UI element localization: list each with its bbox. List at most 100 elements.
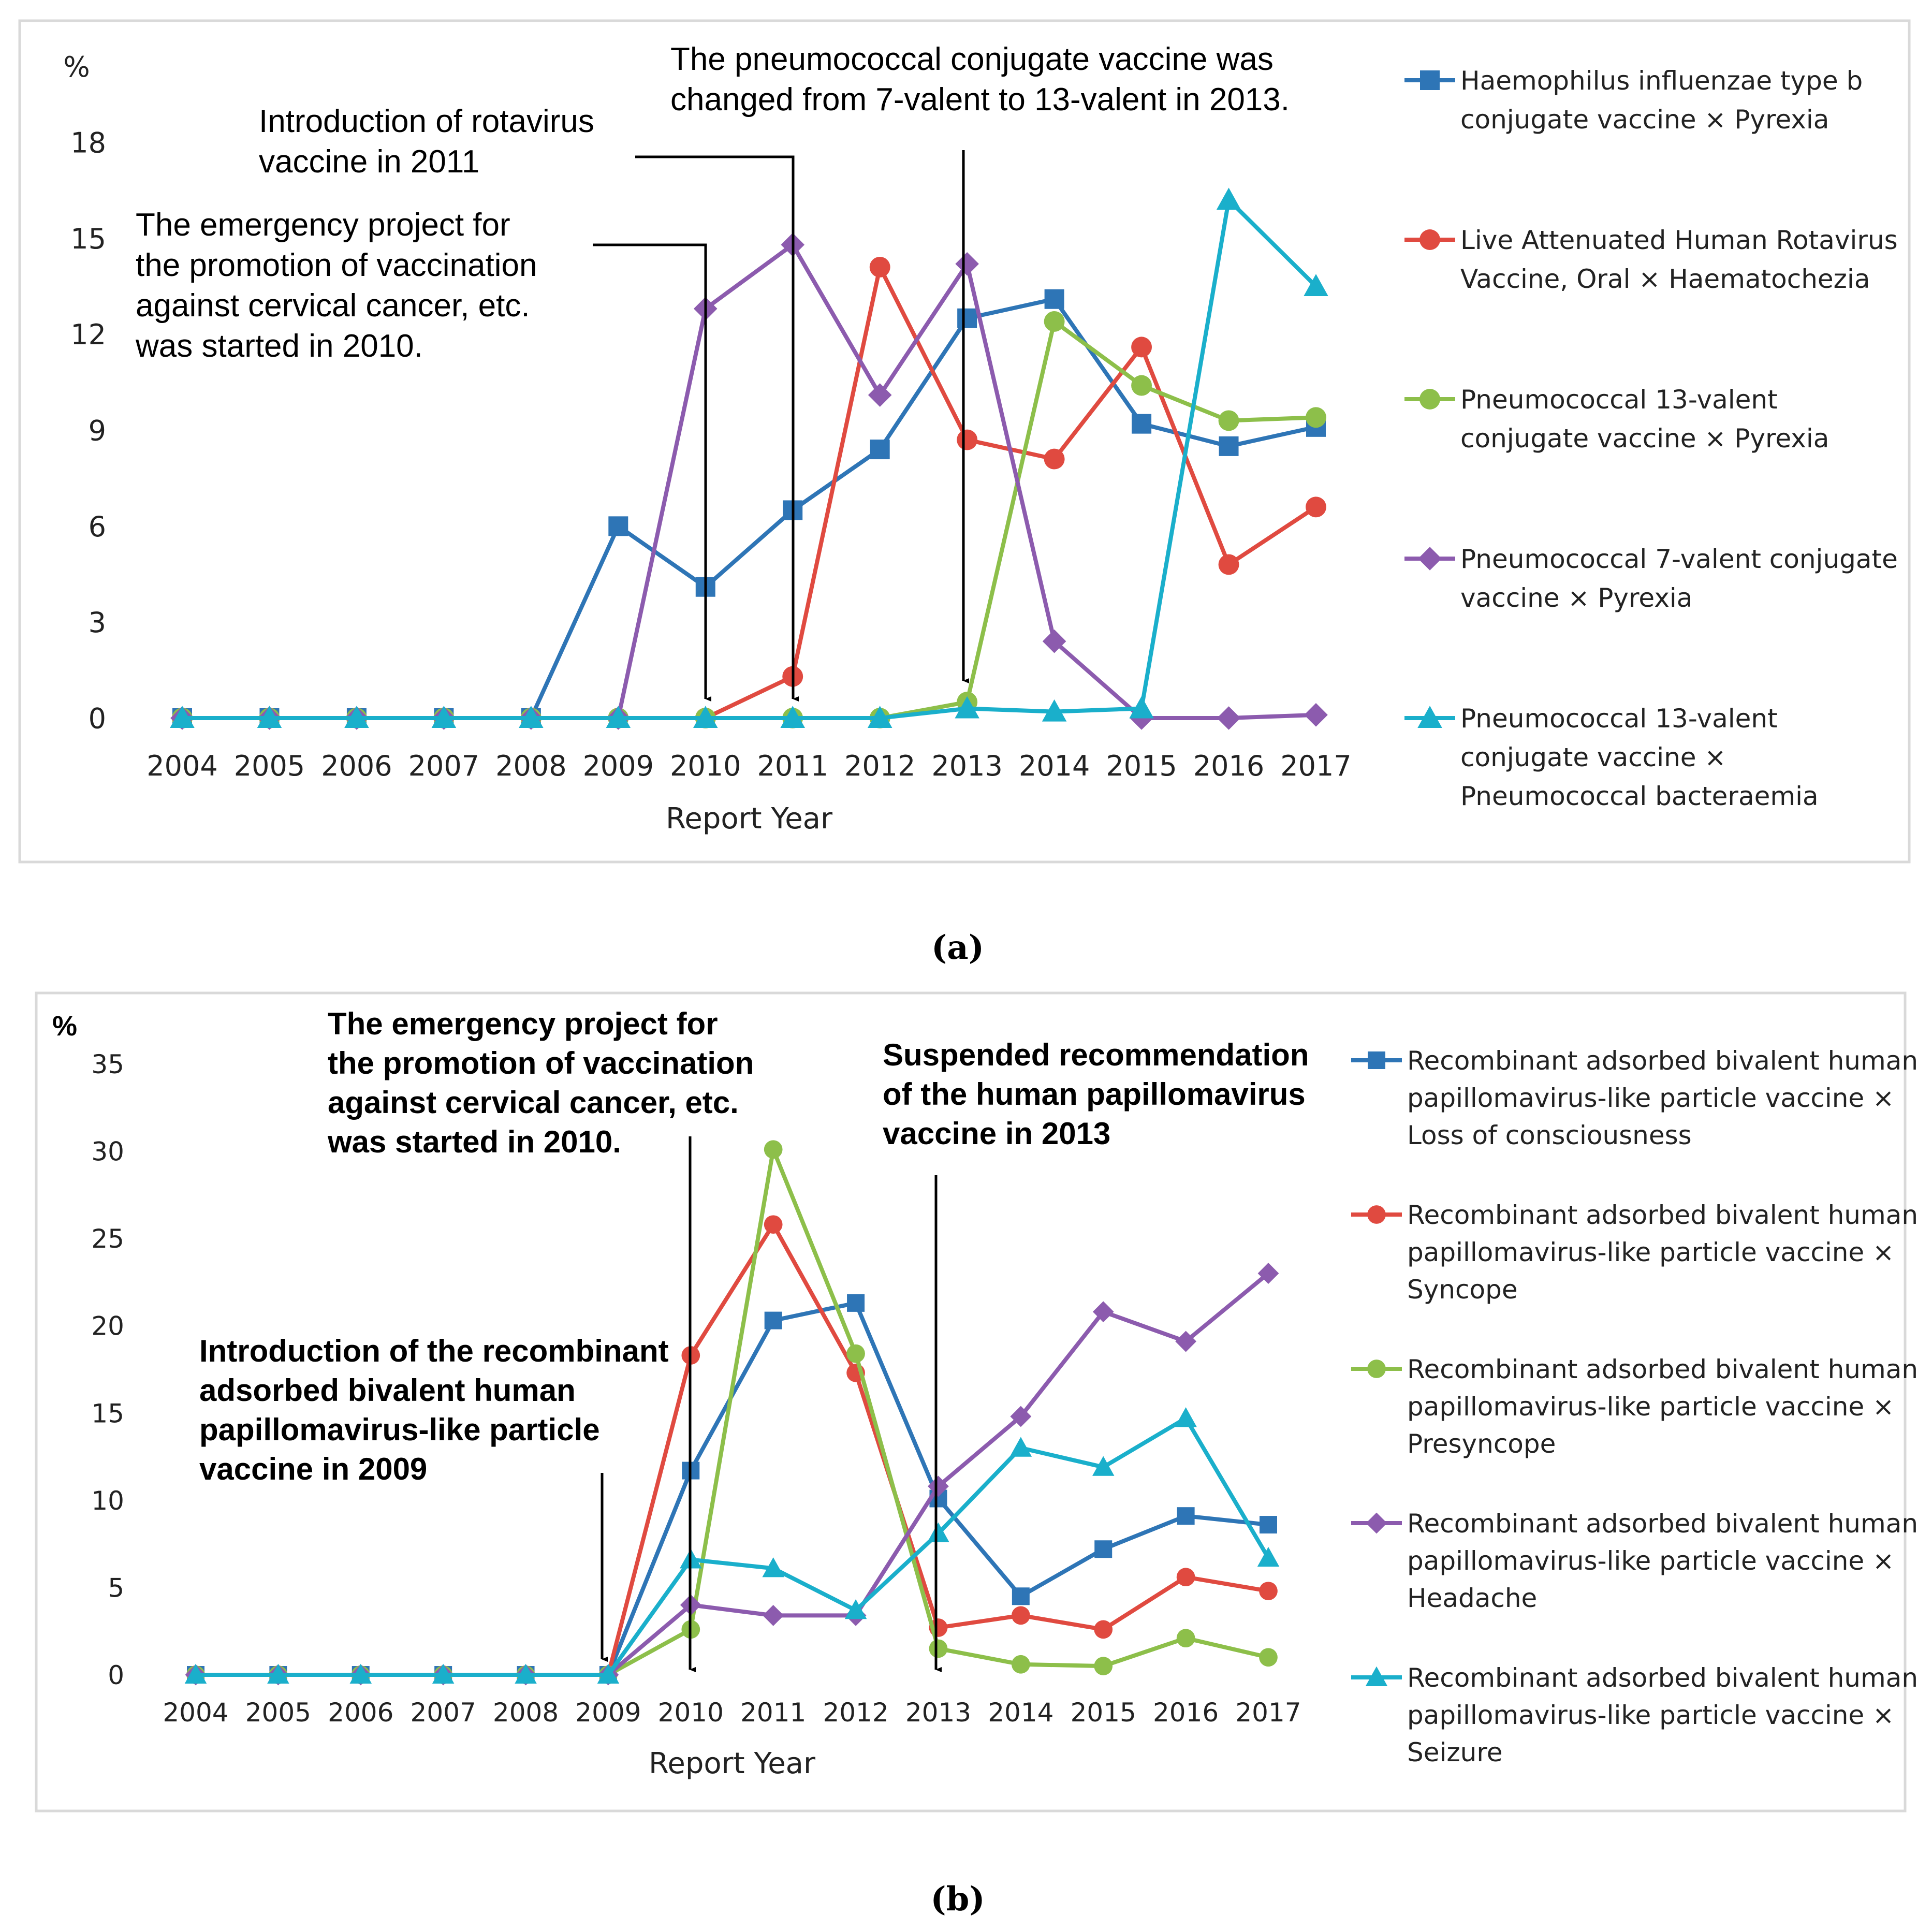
panel-b-chart: % 0 5 10 15 20 25 30 35 2004 2005 2006 2007 2008 2009 2… [52, 1006, 1918, 1780]
legend-label: Headache [1407, 1583, 1537, 1613]
series-2-point [1259, 1582, 1278, 1601]
caption-a: (a) [931, 928, 984, 967]
series-5-line [182, 198, 1318, 720]
legend-label: conjugate vaccine × [1460, 742, 1726, 772]
legend-label: papillomavirus-like particle vaccine × [1407, 1700, 1894, 1730]
annotation-text: vaccine in 2009 [199, 1452, 427, 1486]
annotation-3: Suspended recommendation of the human pap… [883, 1037, 1309, 1672]
y-tick-label: 0 [89, 702, 106, 735]
series-3-point [929, 1639, 948, 1658]
annotation-text: the promotion of vaccination [328, 1046, 754, 1080]
y-tick-label: 6 [89, 510, 106, 543]
legend-label: Vaccine, Oral × Haematochezia [1460, 264, 1870, 294]
x-tick-label: 2011 [757, 750, 828, 782]
series-3-point [1259, 1648, 1278, 1667]
series-2-point [1218, 554, 1239, 575]
x-tick-label: 2016 [1153, 1698, 1219, 1728]
series-5-point [1304, 274, 1328, 296]
y-tick-label: 25 [91, 1224, 124, 1254]
legend-entry-1: Haemophilus influenzae type b conjugate v… [1404, 66, 1863, 135]
legend-label: Presyncope [1407, 1429, 1556, 1459]
annotation-1: Introduction of the recombinant adsorbed … [199, 1334, 669, 1662]
legend-swatch-marker [1419, 229, 1440, 250]
annotation-text: adsorbed bivalent human [199, 1373, 576, 1408]
series-4-point [928, 1475, 949, 1497]
series-5-point [927, 1522, 949, 1542]
annotation-text: papillomavirus-like particle [199, 1412, 600, 1447]
series-2-point [1131, 337, 1152, 358]
legend-label: Loss of consciousness [1407, 1120, 1692, 1150]
legend-label: papillomavirus-like particle vaccine × [1407, 1546, 1894, 1576]
x-tick-label: 2015 [1106, 750, 1177, 782]
annotation-2: Introduction of rotavirus vaccine in 2011 [259, 104, 799, 702]
series-1-point [608, 516, 628, 536]
y-tick-label: 18 [70, 126, 106, 159]
series-5-point [184, 1663, 207, 1684]
series-4-point [1175, 1331, 1197, 1352]
legend-entry-4: Recombinant adsorbed bivalent human papil… [1351, 1509, 1918, 1613]
series-5-point [693, 706, 718, 728]
legend-swatch-marker [1367, 1360, 1386, 1378]
y-tick-label: 3 [89, 606, 106, 639]
series-4-point [1304, 703, 1328, 727]
series-3-point [846, 1344, 865, 1363]
legend-swatch-marker [1367, 1205, 1386, 1224]
series-2-point [1011, 1606, 1030, 1625]
series-2-point [869, 256, 890, 277]
legend-entry-3: Recombinant adsorbed bivalent human papil… [1351, 1354, 1918, 1459]
x-tick-label: 2014 [988, 1698, 1053, 1728]
x-tick-label: 2014 [1019, 750, 1090, 782]
series-5-point [1042, 699, 1067, 722]
series-4-point [1092, 1301, 1114, 1323]
x-tick-label: 2004 [147, 750, 217, 782]
legend-swatch-marker [1419, 389, 1440, 410]
y-tick-label: 5 [108, 1573, 124, 1603]
series-4-point [1217, 706, 1241, 730]
legend-entry-5: Pneumococcal 13-valent conjugate vaccine … [1404, 704, 1819, 811]
x-tick-label: 2015 [1071, 1698, 1136, 1728]
series-2-point [957, 429, 978, 450]
series-1-point [764, 1311, 782, 1329]
series-4-point [1257, 1263, 1279, 1284]
legend-label: conjugate vaccine × Pyrexia [1460, 423, 1829, 454]
x-tick-label: 2013 [931, 750, 1002, 782]
x-tick-label: 2008 [495, 750, 566, 782]
x-tick-label: 2010 [670, 750, 741, 782]
annotation-text: The pneumococcal conjugate vaccine was [670, 41, 1274, 77]
series-5-point [867, 706, 892, 728]
x-axis-label: Report Year [649, 1747, 816, 1780]
x-tick-label: 2008 [493, 1698, 559, 1728]
series-1-point [1012, 1587, 1030, 1605]
series-4-point [955, 252, 979, 276]
series-1-point [1132, 414, 1152, 434]
y-axis-label: % [63, 51, 90, 83]
legend-swatch-marker [1368, 1051, 1385, 1069]
y-tick-label: 10 [91, 1486, 124, 1516]
annotation-text: Introduction of the recombinant [199, 1334, 669, 1368]
series-5-point [257, 706, 282, 728]
panel-a-chart: % 0 3 6 9 12 15 18 2004 2005 2006 2007 2008 2009 2010 2… [63, 41, 1898, 836]
legend-label: Haemophilus influenzae type b [1460, 66, 1863, 96]
annotation-text: vaccine in 2011 [259, 144, 479, 180]
series-5-point [431, 706, 457, 728]
annotation-3: The pneumococcal conjugate vaccine was ch… [670, 41, 1290, 683]
series-5-point [1009, 1437, 1032, 1457]
legend-label: Live Attenuated Human Rotavirus [1460, 225, 1898, 255]
series-3-point [1306, 407, 1326, 428]
legend-label: Seizure [1407, 1737, 1503, 1767]
series-5-point [170, 706, 195, 728]
x-tick-label: 2005 [234, 750, 305, 782]
legend-swatch-marker [1366, 1512, 1387, 1534]
series-5-point [432, 1663, 455, 1684]
legend-label: Recombinant adsorbed bivalent human [1407, 1354, 1918, 1384]
series-1-point [1044, 289, 1064, 309]
annotation-text: Suspended recommendation [883, 1037, 1309, 1072]
legend-label: conjugate vaccine × Pyrexia [1460, 105, 1829, 135]
x-tick-label: 2006 [328, 1698, 393, 1728]
series-3-point [1044, 311, 1065, 332]
series-2-point [1044, 448, 1065, 470]
legend-entry-3: Pneumococcal 13-valent conjugate vaccine … [1404, 385, 1829, 454]
x-tick-label: 2005 [245, 1698, 311, 1728]
legend-swatch-marker [1365, 1666, 1388, 1686]
annotation-text: was started in 2010. [135, 328, 423, 364]
